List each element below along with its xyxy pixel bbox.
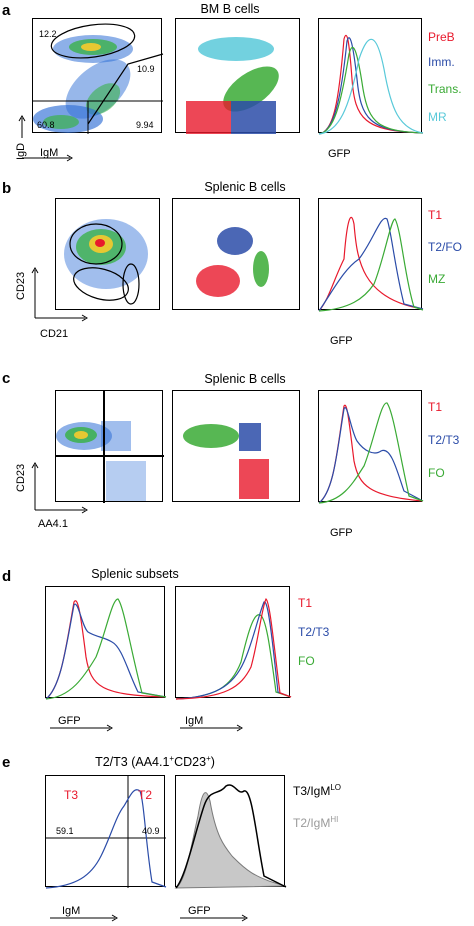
panel-d-xlabel-left: GFP — [58, 715, 81, 727]
panel-e-hist-left: T3 T2 59.1 40.9 — [45, 775, 167, 889]
panel-b-xlabel: CD21 — [40, 328, 69, 340]
panel-c-overlay-svg — [183, 423, 269, 499]
panel-a-histogram — [318, 18, 424, 135]
panel-e-title: T2/T3 (AA4.1+CD23+) — [95, 754, 215, 770]
panel-e-legend-2: T2/IgMHI — [293, 815, 339, 830]
panel-d-hist-right-svg — [175, 598, 292, 700]
panel-a-hist-xlabel: GFP — [328, 148, 351, 160]
panel-letter-b: b — [2, 180, 12, 197]
panel-b-hist-xlabel: GFP — [330, 335, 353, 347]
panel-a-dotplot-svg — [33, 23, 164, 134]
panel-d-legend-3: FO — [298, 654, 315, 668]
panel-e-xlabel-left: IgM — [62, 905, 81, 917]
panel-a-dotplot: 12.2 10.9 60.8 9.94 — [32, 18, 164, 134]
panel-c-hist-svg — [318, 402, 424, 504]
panel-a-overlay-svg — [186, 37, 279, 134]
gate-label-t2: T2 — [138, 788, 153, 802]
panel-e-hist-left-svg — [45, 776, 167, 889]
panel-d-title: Splenic subsets — [91, 567, 179, 581]
panel-d-legend-2: T2/T3 — [298, 625, 330, 639]
gate-label-t3: T3 — [64, 788, 79, 802]
panel-c-legend-1: T1 — [428, 400, 443, 414]
panel-a-legend-3: Trans. — [428, 82, 462, 96]
panel-a-hist-svg — [318, 34, 424, 135]
panel-d-xlabel-right: IgM — [185, 715, 204, 727]
panel-letter-e: e — [2, 754, 11, 771]
panel-a-legend-1: PreB — [428, 30, 455, 44]
panel-e-hist-right — [174, 775, 287, 889]
gate-value-2: 10.9 — [137, 64, 155, 74]
panel-b-legend-2: T2/FO — [428, 240, 463, 254]
panel-c-title: Splenic B cells — [204, 372, 286, 386]
panel-letter-c: c — [2, 370, 11, 387]
panel-c-legend-3: FO — [428, 466, 445, 480]
panel-c-xlabel: AA4.1 — [38, 518, 68, 530]
panel-c-hist-xlabel: GFP — [330, 527, 353, 539]
panel-a-legend-4: MR — [428, 110, 447, 124]
panel-a-legend-2: Imm. — [428, 55, 455, 69]
panel-letter-a: a — [2, 2, 11, 19]
panel-c-dotplot — [55, 390, 164, 503]
gate-value-4: 9.94 — [136, 120, 154, 130]
panel-a-title: BM B cells — [200, 2, 260, 16]
panel-c-dotplot-svg — [56, 391, 164, 503]
panel-e-xlabel-right: GFP — [188, 905, 211, 917]
panel-c-histogram — [318, 390, 424, 504]
panel-b-legend-3: MZ — [428, 272, 446, 286]
panel-b-dotplot — [55, 198, 160, 310]
panel-b-hist-svg — [318, 216, 424, 312]
gate-value-t2: 40.9 — [142, 826, 160, 836]
panel-b-overlay-svg — [196, 227, 269, 297]
panel-d-hist-left — [45, 586, 167, 700]
gate-value-t3: 59.1 — [56, 826, 74, 836]
panel-e-hist-right-svg — [174, 784, 287, 889]
panel-b-dotplot-svg — [64, 219, 148, 305]
panel-c-overlay — [172, 390, 300, 502]
panel-a-xlabel: IgM — [40, 147, 59, 159]
panel-d-hist-right — [175, 586, 292, 700]
panel-d-legend-1: T1 — [298, 596, 313, 610]
panel-letter-d: d — [2, 568, 12, 585]
panel-c-legend-2: T2/T3 — [428, 433, 460, 447]
panel-a-overlay — [175, 18, 300, 134]
panel-b-histogram — [318, 198, 424, 312]
panel-e-legend-1: T3/IgMLO — [293, 783, 342, 798]
panel-d-hist-left-svg — [45, 598, 167, 700]
gate-value-1: 12.2 — [39, 29, 57, 39]
panel-b-title: Splenic B cells — [204, 180, 286, 194]
panel-b-legend-1: T1 — [428, 208, 443, 222]
panel-b-overlay — [172, 198, 300, 310]
gate-value-3: 60.8 — [37, 120, 55, 130]
